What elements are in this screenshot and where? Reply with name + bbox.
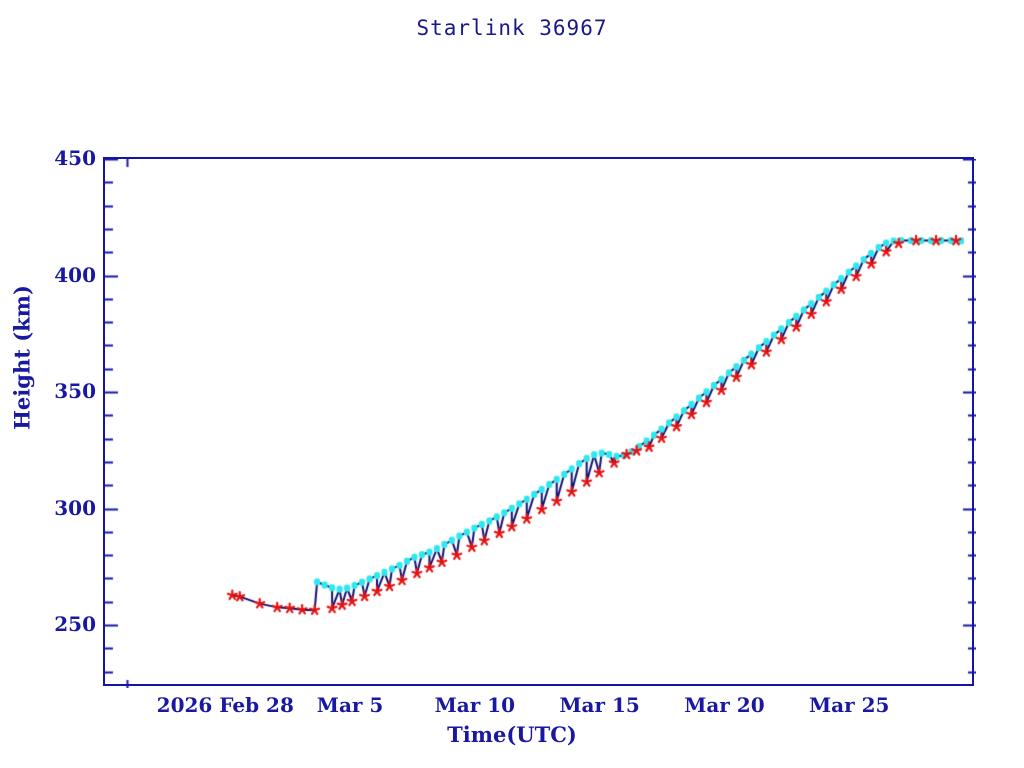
x-axis-tick-label: Mar 20 [684,693,765,717]
x-axis-tick-label: Mar 10 [434,693,516,717]
y-axis-tick-label: 450 [54,146,96,170]
y-axis-tick-label: 250 [54,612,96,637]
chart-plot-canvas [105,159,976,688]
x-axis-tick-labels: 2026 Feb 28 Mar 5 Mar 10 Mar 15 Mar 20 Mar 25 [0,693,1024,723]
x-axis-tick-label: Mar 15 [559,693,640,717]
x-axis-title: Time(UTC) [447,722,577,747]
x-axis-tick-label: 2026 Feb 28 [156,693,294,717]
y-axis-tick-label: 300 [54,495,96,520]
plot-area [103,157,976,688]
y-axis-tick-label: 350 [54,379,96,404]
x-axis-tick-label: Mar 25 [808,693,890,717]
y-axis-tick-labels: 450 400 350 300 250 [10,146,96,686]
x-axis-tick-label: Mar 5 [316,693,384,717]
page-title: Starlink 36967 [416,16,608,40]
y-axis-tick-label: 400 [54,262,96,287]
